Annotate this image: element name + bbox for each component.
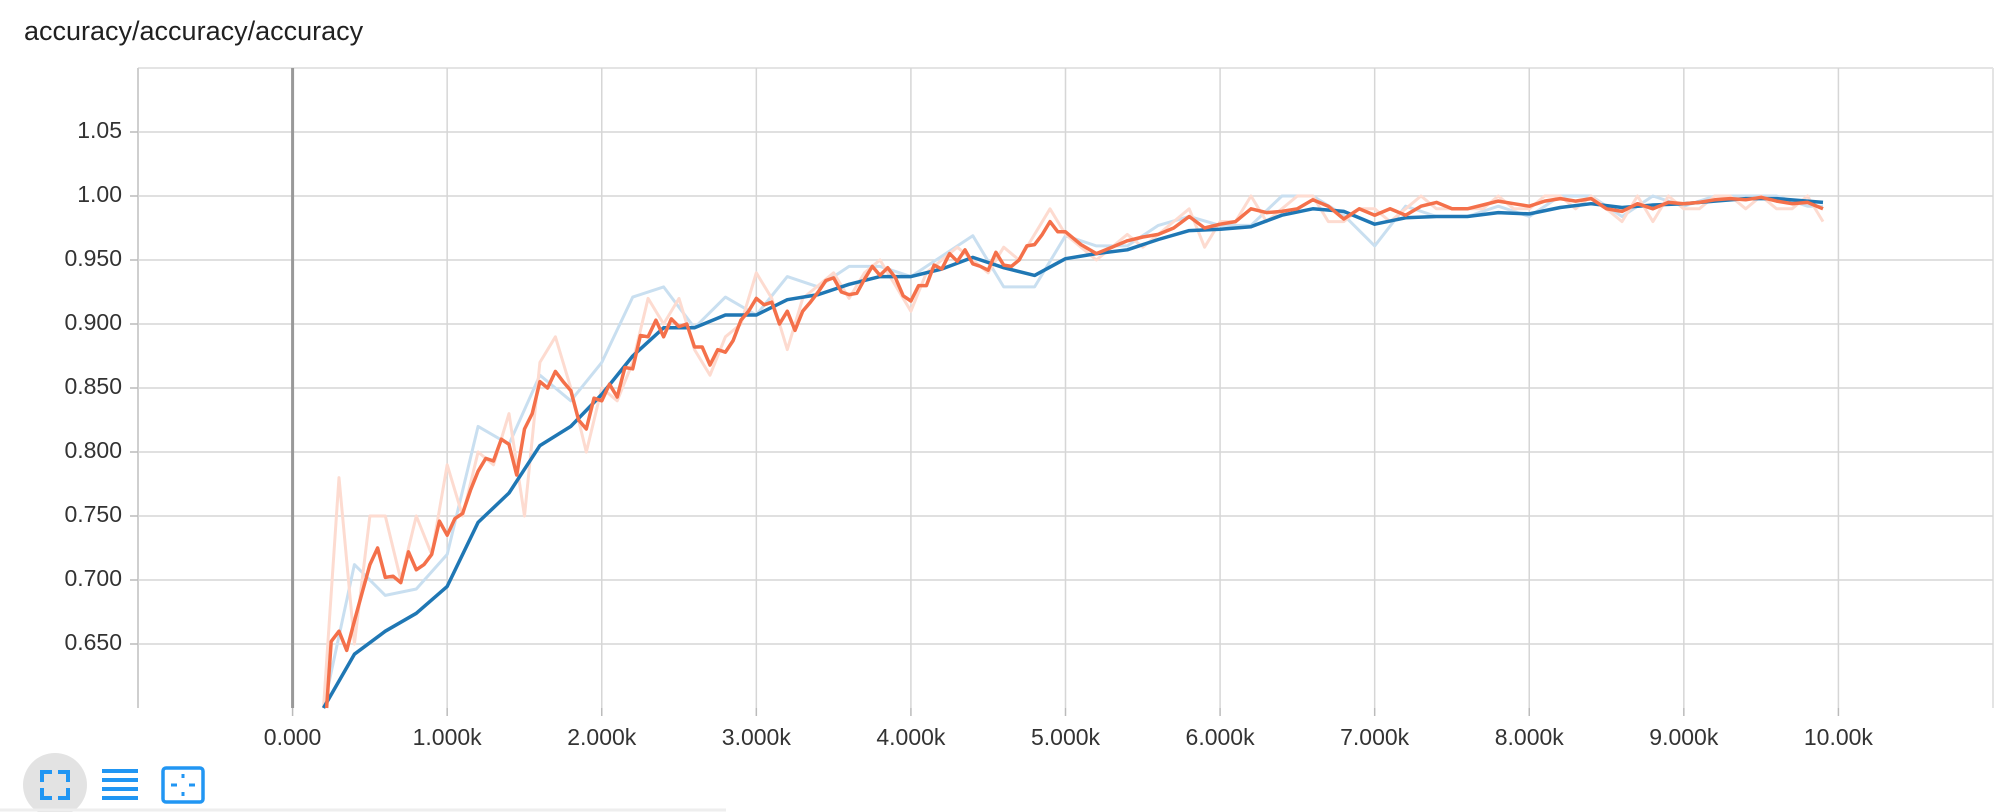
y-tick-label: 1.05 (77, 117, 122, 143)
x-tick-label: 10.00k (1804, 724, 1874, 750)
x-tick-label: 5.000k (1031, 724, 1101, 750)
x-tick-label: 2.000k (567, 724, 637, 750)
y-tick-label: 0.900 (64, 309, 122, 335)
fit-button[interactable] (161, 766, 205, 804)
active-button-bg (23, 753, 87, 812)
x-tick-label: 1.000k (413, 724, 483, 750)
series-line (322, 194, 1823, 709)
chart-title: accuracy/accuracy/accuracy (24, 16, 364, 46)
x-tick-label: 8.000k (1495, 724, 1565, 750)
y-tick-label: 0.700 (64, 565, 122, 591)
fullscreen-button[interactable] (40, 770, 70, 800)
y-tick-label: 0.850 (64, 373, 122, 399)
series-line (324, 195, 1824, 709)
list-button[interactable] (102, 769, 138, 800)
y-tick-label: 0.950 (64, 245, 122, 271)
x-tick-label: 9.000k (1649, 724, 1719, 750)
x-tick-label: 7.000k (1340, 724, 1410, 750)
x-tick-label: 3.000k (722, 724, 792, 750)
x-tick-label: 4.000k (876, 724, 946, 750)
y-tick-label: 0.800 (64, 437, 122, 463)
x-tick-label: 6.000k (1186, 724, 1256, 750)
lines (321, 194, 1825, 709)
y-tick-label: 0.750 (64, 501, 122, 527)
y-tick-label: 1.00 (77, 181, 122, 207)
x-tick-label: 0.000 (264, 724, 322, 750)
series-line (321, 196, 1824, 709)
toolbar (0, 753, 726, 812)
y-tick-label: 0.650 (64, 629, 122, 655)
grid: 0.650 0.700 0.750 0.800 0.850 0.900 0.950 1.00 1… (64, 68, 1993, 750)
